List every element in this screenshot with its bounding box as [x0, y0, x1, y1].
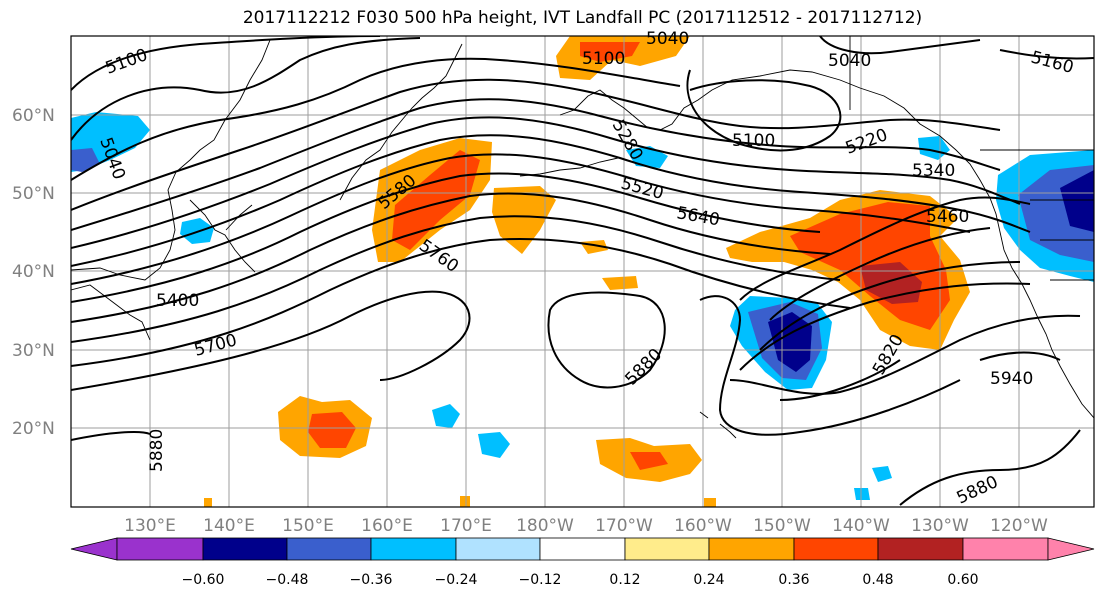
- lat-label: 20°N: [12, 419, 55, 439]
- contour-label: 5040: [828, 51, 871, 71]
- lon-label: 180°W: [516, 516, 574, 536]
- lon-label: 140°W: [832, 516, 890, 536]
- contour-label: 5100: [103, 45, 150, 79]
- gridlines: [71, 36, 1094, 507]
- ivt-patch-north-america-core: [1060, 170, 1094, 232]
- alaska-coast: [559, 69, 1094, 419]
- colorbar-tick-label: −0.48: [265, 572, 309, 588]
- contour-label: 5100: [582, 49, 625, 69]
- lon-label: 130°E: [124, 516, 176, 536]
- colorbar-tick-label: 0.24: [693, 572, 725, 588]
- colorbar-segment: [962, 537, 1049, 561]
- ivt-patch-central-mid: [492, 186, 556, 254]
- lat-label: 60°N: [12, 106, 55, 126]
- colorbar-segment: [877, 537, 964, 561]
- hawaii-islands: [699, 411, 737, 439]
- colorbar-extend-low: [70, 537, 118, 561]
- lon-label: 160°E: [361, 516, 413, 536]
- contour-label: 5700: [192, 330, 239, 361]
- colorbar-segment: [793, 537, 879, 561]
- height-contours: [71, 36, 1094, 506]
- colorbar-tick-label: 0.36: [778, 572, 810, 588]
- contour-label: 5460: [926, 207, 969, 227]
- ivt-patch-tropical-east-2: [854, 488, 870, 500]
- colorbar-tick-label: −0.60: [181, 572, 225, 588]
- contour-label: 5100: [732, 131, 775, 151]
- colorbar-tick-label: 0.60: [947, 572, 979, 588]
- lon-label: 150°E: [282, 516, 334, 536]
- colorbar-segment: [539, 537, 626, 561]
- colorbar-segment: [455, 537, 541, 561]
- coastlines: [71, 36, 1094, 439]
- colorbar-tick-label: −0.24: [434, 572, 478, 588]
- ivt-patch-central-small: [432, 404, 460, 428]
- lon-label: 140°E: [203, 516, 255, 536]
- colorbar-segment: [286, 537, 372, 561]
- canada-border: [849, 36, 1094, 151]
- contour-label: 5880: [954, 472, 1002, 508]
- colorbar-segment: [624, 537, 710, 561]
- ivt-patch-tropical-east-1: [872, 466, 892, 482]
- ivt-patch-subtropical-west-core: [308, 412, 356, 448]
- contour-label: 5220: [843, 125, 890, 159]
- asia-coast: [71, 39, 271, 341]
- contour-label: 5820: [869, 331, 908, 378]
- us-state-lines: [1030, 199, 1094, 281]
- lon-label: 130°W: [911, 516, 969, 536]
- colorbar-tick-label: −0.36: [349, 572, 393, 588]
- lon-label: 170°E: [440, 516, 492, 536]
- lon-label: 120°W: [990, 516, 1048, 536]
- colorbar-segment: [708, 537, 795, 561]
- ivt-patch-bits-2: [460, 496, 470, 507]
- lon-label: 160°W: [674, 516, 732, 536]
- colorbar-segment: [202, 537, 288, 561]
- contour-label: 5880: [147, 429, 167, 472]
- colorbar-extend-high: [1047, 537, 1095, 561]
- aleutian-chain: [519, 157, 619, 177]
- lat-label: 50°N: [12, 184, 55, 204]
- colorbar-segment: [116, 537, 204, 561]
- map-frame: [70, 35, 1095, 508]
- ivt-patch-tropical-small: [478, 432, 510, 458]
- lon-label: 170°W: [595, 516, 653, 536]
- contour-label: 5340: [912, 161, 955, 181]
- lat-label: 40°N: [12, 262, 55, 282]
- lon-label: 150°W: [753, 516, 811, 536]
- contour-label: 5040: [646, 29, 689, 49]
- ivt-patch-subtropical-central-core: [630, 452, 668, 470]
- colorbar-segment: [370, 537, 457, 561]
- ivt-patch-bits-3: [704, 498, 716, 507]
- colorbar-tick-label: 0.48: [862, 572, 894, 588]
- map-title: 2017112212 F030 500 hPa height, IVT Land…: [242, 8, 923, 28]
- lat-label: 30°N: [12, 341, 55, 361]
- contour-label: 5640: [675, 203, 721, 230]
- ivt-patch-arctic-top-core: [580, 42, 640, 62]
- contour-label: 5940: [990, 369, 1033, 389]
- ivt-patch-west-central-core: [392, 150, 480, 250]
- ivt-patch-gulf-alaska: [918, 136, 950, 160]
- colorbar: [70, 537, 1095, 561]
- ivt-patch-bits-1: [204, 498, 212, 507]
- kamchatka-coast: [339, 43, 463, 201]
- contour-label: 5160: [1029, 48, 1076, 79]
- colorbar-tick-label: −0.12: [518, 572, 562, 588]
- ivt-patch-central-small-warm-2: [602, 276, 638, 290]
- contour-label: 5400: [156, 291, 199, 311]
- colorbar-tick-label: 0.12: [609, 572, 641, 588]
